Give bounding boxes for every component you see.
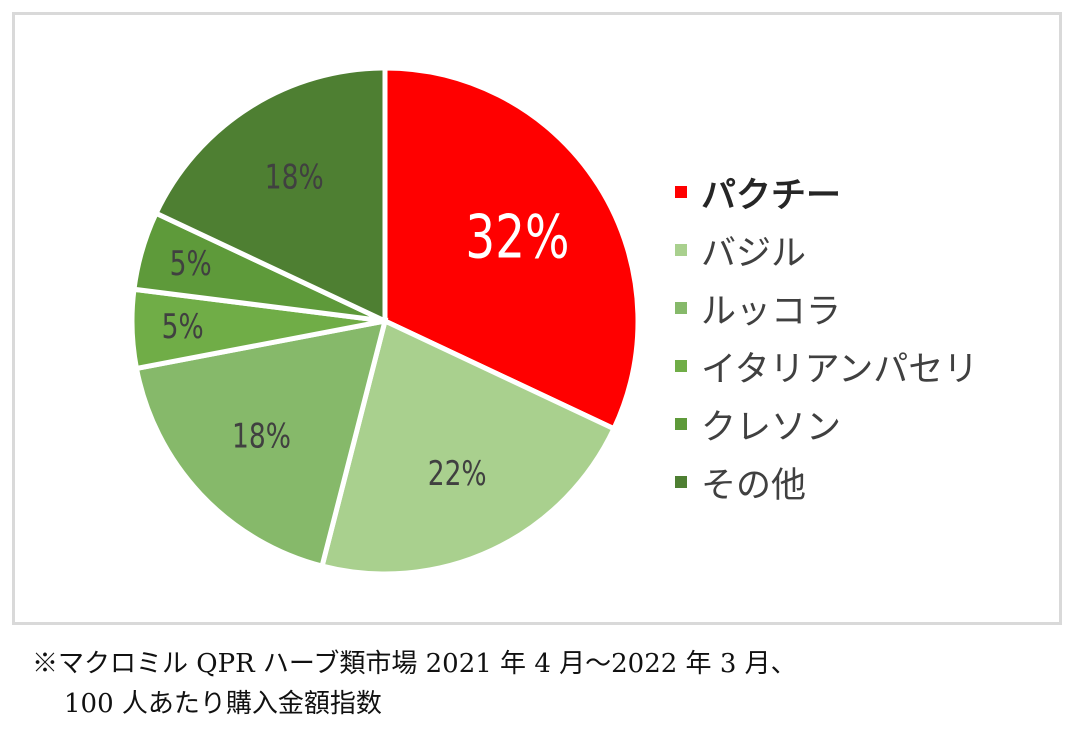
note-line-2: 100 人あたり購入金額指数 — [64, 689, 382, 719]
legend-label: ルッコラ — [701, 291, 842, 332]
chart-frame: 32% 22% 18% 5% 5% 18% パクチーバジルルッコライタリアンパセリ クレソン… — [12, 12, 1062, 625]
legend-item-cresson: クレソン — [675, 395, 978, 453]
legend-label: イタリアンパセリ — [701, 349, 979, 390]
pie-slice-other — [152, 65, 388, 325]
data-label-italian-parsley: 5% — [162, 308, 204, 347]
data-label-basil: 22% — [428, 455, 487, 494]
legend-swatch — [675, 302, 687, 314]
legend-swatch — [675, 186, 687, 198]
pie-slice-rucola — [133, 317, 389, 570]
legend-item-basil: バジル — [675, 221, 978, 279]
legend-label: バジル — [701, 233, 807, 274]
pie-chart: 32% 22% 18% 5% 5% 18% — [129, 65, 641, 577]
source-note: ※マクロミル QPR ハーブ類市場 2021 年 4 月～2022 年 3 月、… — [32, 644, 797, 724]
legend-item-italian-parsley: イタリアンパセリ — [675, 337, 978, 395]
data-label-pakuchi: 32% — [465, 202, 569, 272]
legend-item-pakuchi: パクチー — [675, 163, 978, 221]
legend-item-rucola: ルッコラ — [675, 279, 978, 337]
legend: パクチーバジルルッコライタリアンパセリ クレソンその他 — [675, 163, 978, 511]
legend-swatch — [675, 418, 687, 430]
legend-swatch — [675, 360, 687, 372]
legend-swatch — [675, 476, 687, 488]
data-label-rucola: 18% — [232, 418, 291, 457]
pie-slice-basil — [319, 317, 618, 577]
data-label-cresson: 5% — [170, 245, 212, 284]
legend-swatch — [675, 244, 687, 256]
data-label-other: 18% — [265, 158, 324, 197]
note-line-1: ※マクロミル QPR ハーブ類市場 2021 年 4 月～2022 年 3 月、 — [32, 649, 797, 679]
legend-item-other: その他 — [675, 453, 978, 511]
legend-label: クレソン — [701, 407, 842, 448]
pie-slice-pakuchi — [382, 65, 641, 433]
legend-label: その他 — [701, 465, 807, 506]
legend-label: パクチー — [701, 174, 842, 216]
